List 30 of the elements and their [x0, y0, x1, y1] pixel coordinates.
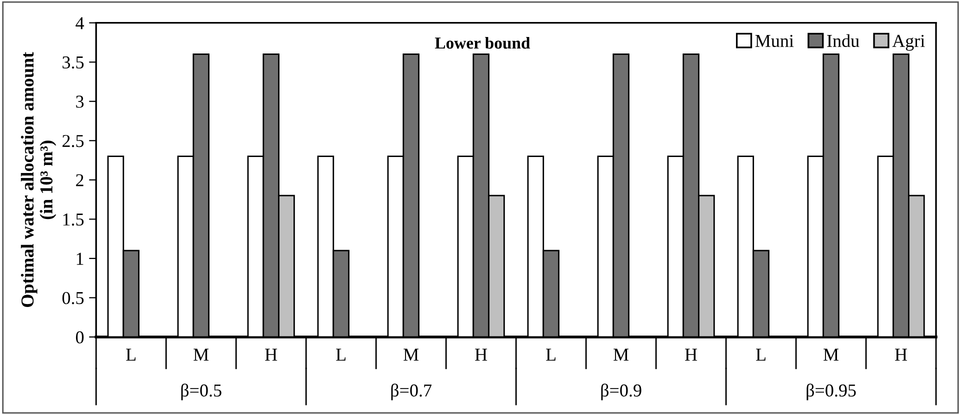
y-axis-title: Optimal water allocation amount (in 10³ m³) — [20, 52, 56, 307]
y-tick-label: 2.5 — [62, 134, 84, 148]
text: β=0.5 — [181, 384, 222, 400]
x-tick-label: M — [194, 348, 209, 361]
x-tick-label: H — [475, 348, 488, 361]
x-tick-label: M — [614, 348, 629, 361]
x-tick-label: M — [404, 348, 419, 361]
y-tick-label: 4 — [76, 17, 84, 30]
x-tick-label: M — [824, 348, 839, 361]
x-tick-label: H — [685, 348, 698, 361]
y-tick-label: 0 — [76, 331, 84, 344]
text: β=0.7 — [391, 384, 432, 400]
text: Lower bound — [434, 36, 530, 49]
legend-label: Muni — [755, 34, 794, 48]
y-tick-label: 2 — [76, 174, 84, 186]
x-tick-label: L — [336, 348, 346, 361]
legend-label: Indu — [827, 34, 860, 48]
text: β=0.9 — [601, 384, 642, 400]
x-tick-label: L — [756, 348, 766, 361]
y-tick-label: 1.5 — [63, 214, 84, 226]
y-tick-label: 1 — [76, 252, 84, 265]
text: β=0.95 — [806, 384, 856, 400]
x-tick-label: H — [265, 348, 278, 361]
x-tick-label: H — [895, 348, 908, 361]
x-tick-label: L — [126, 348, 136, 361]
legend-label: Agri — [892, 34, 925, 51]
y-tick-label: 0.5 — [62, 292, 84, 304]
x-tick-label: L — [546, 348, 556, 361]
y-tick-label: 3 — [76, 96, 84, 108]
y-tick-label: 3.5 — [62, 56, 84, 69]
